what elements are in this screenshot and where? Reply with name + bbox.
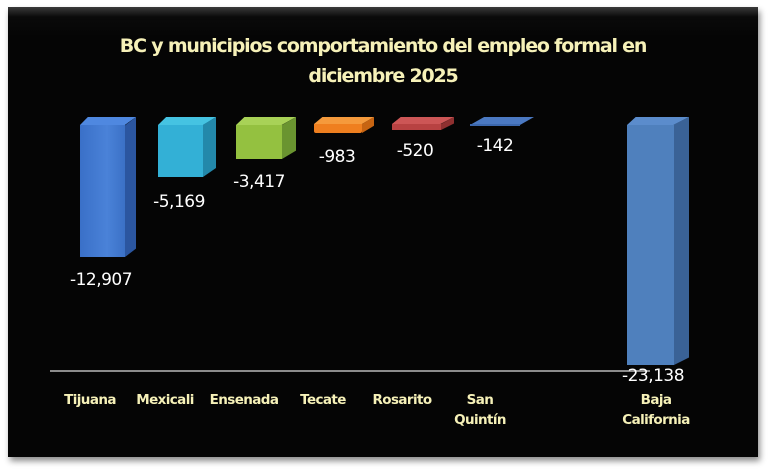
bar-ensenada (236, 117, 296, 159)
category-label-baja-california: Baja California (622, 392, 690, 428)
value-label-san-quintin: -142 (476, 136, 514, 156)
bar-tecate (314, 117, 374, 133)
bar-mexicali (158, 117, 216, 177)
chart-frame: BC y municipios comportamiento del emple… (8, 7, 758, 457)
value-label-rosarito: -520 (396, 141, 434, 161)
x-axis-line (50, 370, 650, 372)
category-label-tecate: Tecate (300, 392, 346, 408)
chart-title-line-2: diciembre 2025 (308, 65, 458, 87)
bar-rosarito (392, 117, 454, 130)
chart-title: BC y municipios comportamiento del emple… (8, 31, 758, 91)
category-label-ensenada: Ensenada (209, 392, 279, 408)
value-label-mexicali: -5,169 (153, 192, 205, 212)
bar-baja-california (627, 117, 689, 365)
value-label-ensenada: -3,417 (233, 172, 285, 192)
bar-tijuana (80, 117, 136, 257)
category-label-san-quintin: San Quintín (454, 392, 506, 428)
chart-title-line-1: BC y municipios comportamiento del emple… (119, 35, 648, 57)
category-label-mexicali: Mexicali (136, 392, 194, 408)
category-label-rosarito: Rosarito (372, 392, 432, 408)
value-label-baja-california: -23,138 (621, 366, 685, 386)
value-label-tijuana: -12,907 (69, 270, 133, 290)
bar-san-quintin (470, 117, 534, 126)
value-label-tecate: -983 (318, 147, 356, 167)
category-label-tijuana: Tijuana (64, 392, 116, 408)
